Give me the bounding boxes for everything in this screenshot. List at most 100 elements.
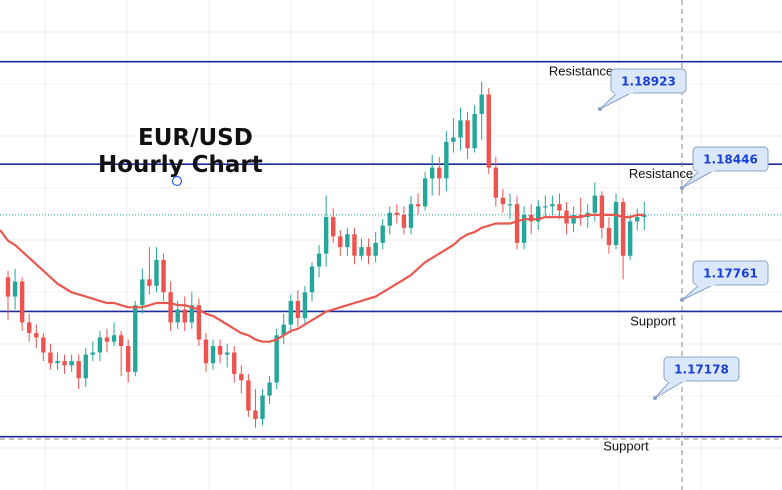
candle xyxy=(521,206,527,250)
candle-body xyxy=(12,281,18,297)
candle xyxy=(500,189,506,213)
candle-body xyxy=(323,217,329,254)
callout-box xyxy=(692,260,769,286)
candle-body xyxy=(154,260,159,286)
candle xyxy=(182,296,187,331)
candle-body xyxy=(246,380,251,411)
candle-body xyxy=(408,204,414,228)
candle xyxy=(55,352,60,370)
candle xyxy=(486,88,491,175)
candle-body xyxy=(606,227,612,245)
candle xyxy=(352,227,357,265)
candle xyxy=(232,346,237,383)
candle-body xyxy=(507,204,513,206)
candle xyxy=(19,277,25,331)
candle-body xyxy=(366,247,371,256)
candle-body xyxy=(267,382,272,396)
candle xyxy=(210,339,216,370)
candle-body xyxy=(451,137,456,142)
candle xyxy=(550,195,555,215)
callout-value: 1.18446 xyxy=(703,153,758,167)
candle xyxy=(76,354,81,389)
candle xyxy=(168,281,173,331)
candle-body xyxy=(592,195,598,213)
candle xyxy=(104,328,110,353)
callout-joint xyxy=(697,283,715,286)
candle xyxy=(323,195,329,267)
candle-body xyxy=(472,113,477,149)
candle-body xyxy=(302,292,308,319)
candle-body xyxy=(543,206,548,208)
candle xyxy=(444,131,449,192)
level-lines: Resistance Resistance Support Support xyxy=(0,60,782,454)
candle-body xyxy=(514,204,520,243)
candle xyxy=(366,238,371,265)
callout-box xyxy=(610,68,687,94)
candle xyxy=(394,204,400,224)
candle-body xyxy=(401,214,407,228)
candle xyxy=(465,111,470,160)
callout-value: 1.17761 xyxy=(703,267,758,281)
candle-body xyxy=(620,202,626,256)
candle xyxy=(635,208,640,230)
price-callout[interactable]: 1.18446 xyxy=(680,146,769,190)
candle-body xyxy=(224,352,230,355)
candle-body xyxy=(83,354,88,379)
candle-body xyxy=(479,94,484,114)
candle xyxy=(161,253,166,301)
candle xyxy=(472,105,477,153)
callout-anchor-dot xyxy=(680,186,684,190)
candle-body xyxy=(203,339,209,364)
candle xyxy=(118,330,124,377)
candle-body xyxy=(253,410,258,420)
candle-body xyxy=(557,204,562,211)
level-label: Support xyxy=(603,439,649,454)
candle-body xyxy=(415,204,421,207)
candle-body xyxy=(387,212,392,226)
candle-body xyxy=(380,225,385,243)
drawing-anchor-handle[interactable] xyxy=(171,175,183,187)
price-callout[interactable]: 1.17761 xyxy=(680,260,769,302)
candle-body xyxy=(394,212,400,215)
candle xyxy=(154,247,159,293)
candle-body xyxy=(5,277,11,297)
candle xyxy=(316,245,322,278)
candle xyxy=(133,300,138,377)
candle xyxy=(239,365,244,394)
candle-body xyxy=(359,247,364,256)
price-callout[interactable]: 1.18923 xyxy=(598,68,687,111)
callout-joint xyxy=(615,91,633,94)
candle xyxy=(27,313,32,342)
level-label: Resistance xyxy=(549,64,613,79)
candle-body xyxy=(295,300,301,319)
candle xyxy=(338,229,343,256)
candle xyxy=(309,262,315,301)
price-callout[interactable]: 1.17178 xyxy=(653,356,740,400)
candle-body xyxy=(41,337,46,353)
candle-body xyxy=(161,260,166,293)
candle xyxy=(62,354,67,374)
candle-body xyxy=(76,361,81,379)
candle xyxy=(288,294,293,334)
candle-body xyxy=(345,234,350,248)
candle xyxy=(543,195,548,218)
candle-body xyxy=(48,352,53,364)
candle xyxy=(147,247,152,295)
candle xyxy=(359,238,364,261)
candle xyxy=(458,107,463,151)
candle xyxy=(387,206,392,235)
candle xyxy=(479,81,484,140)
candle xyxy=(606,217,612,254)
candle xyxy=(345,227,350,256)
candle xyxy=(373,232,378,263)
candle xyxy=(613,193,619,250)
candle-body xyxy=(147,279,152,286)
callout-box xyxy=(663,356,740,382)
candle-body xyxy=(309,266,315,293)
candle xyxy=(281,313,286,344)
candle xyxy=(493,156,499,207)
callout-box xyxy=(692,146,769,172)
candle xyxy=(69,354,74,372)
candle-body xyxy=(118,335,124,347)
candle-body xyxy=(19,281,25,323)
